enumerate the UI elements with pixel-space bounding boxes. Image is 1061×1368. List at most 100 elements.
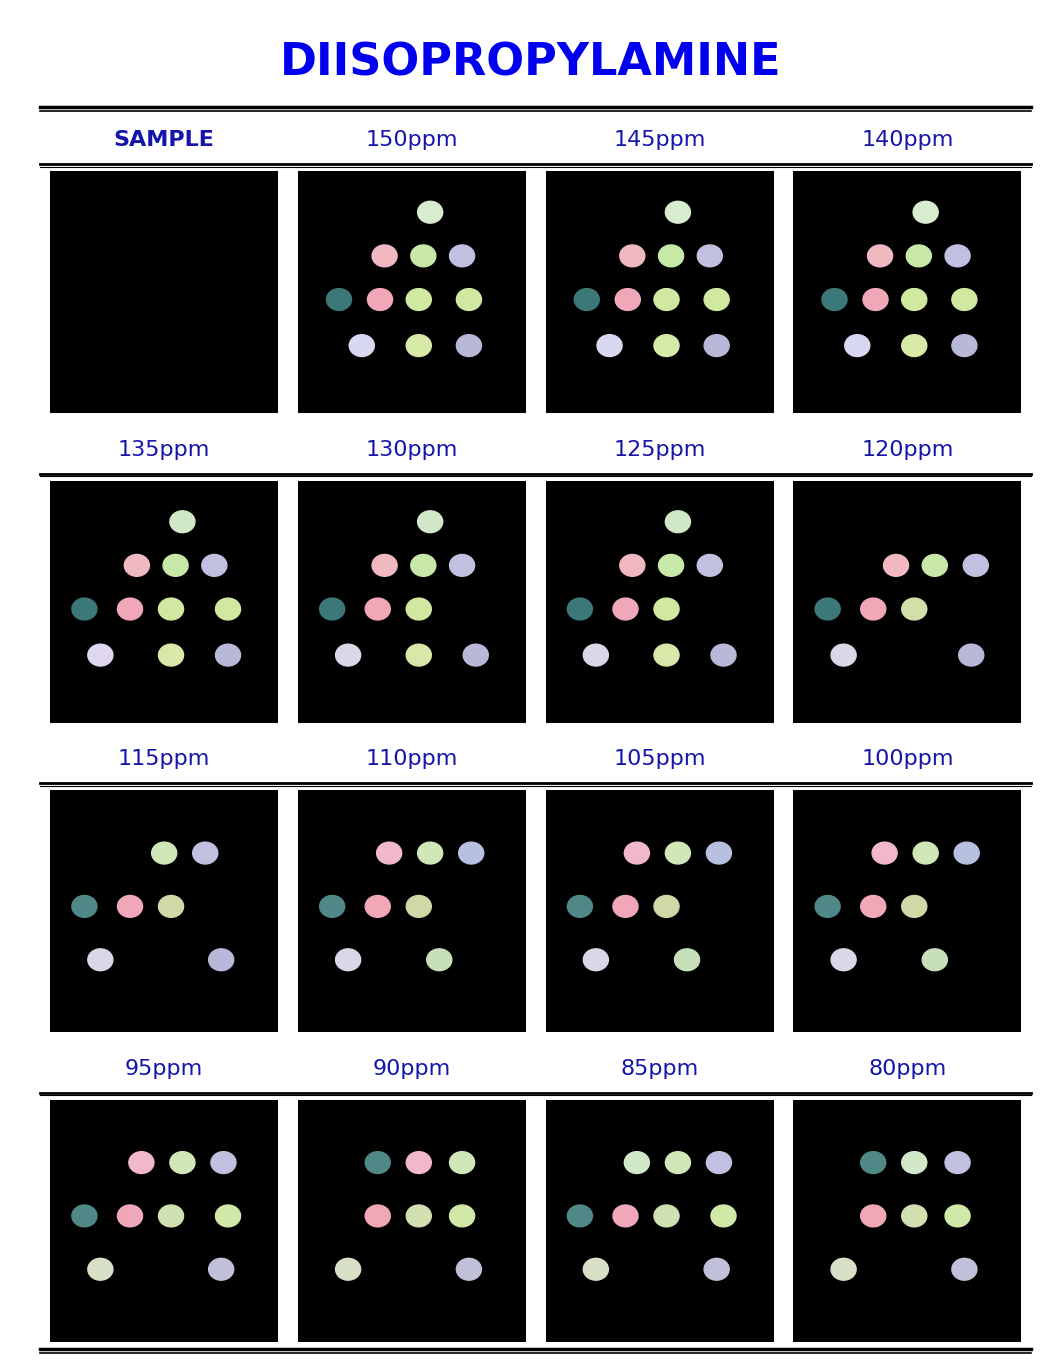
Ellipse shape	[584, 949, 608, 971]
Ellipse shape	[952, 335, 977, 357]
Ellipse shape	[963, 554, 989, 576]
Text: 80ppm: 80ppm	[868, 1059, 946, 1079]
Ellipse shape	[620, 245, 645, 267]
Ellipse shape	[945, 245, 970, 267]
Ellipse shape	[158, 598, 184, 620]
Ellipse shape	[411, 554, 436, 576]
Ellipse shape	[372, 554, 397, 576]
Text: 100ppm: 100ppm	[862, 750, 954, 769]
Ellipse shape	[406, 896, 432, 918]
Ellipse shape	[665, 843, 691, 865]
Ellipse shape	[665, 1152, 691, 1174]
Ellipse shape	[319, 598, 345, 620]
Text: 110ppm: 110ppm	[366, 750, 458, 769]
Ellipse shape	[215, 1205, 241, 1227]
Text: DIISOPROPYLAMINE: DIISOPROPYLAMINE	[280, 41, 781, 85]
Ellipse shape	[327, 289, 351, 311]
Ellipse shape	[365, 598, 390, 620]
Ellipse shape	[202, 554, 227, 576]
Ellipse shape	[158, 896, 184, 918]
Ellipse shape	[952, 289, 977, 311]
Ellipse shape	[211, 1152, 236, 1174]
Text: 125ppm: 125ppm	[613, 439, 706, 460]
Ellipse shape	[659, 245, 683, 267]
Ellipse shape	[372, 245, 397, 267]
Ellipse shape	[568, 896, 592, 918]
Ellipse shape	[914, 201, 938, 223]
Ellipse shape	[72, 896, 97, 918]
Ellipse shape	[707, 1152, 731, 1174]
Ellipse shape	[464, 644, 488, 666]
Ellipse shape	[335, 1259, 361, 1280]
Ellipse shape	[860, 598, 886, 620]
Ellipse shape	[215, 598, 241, 620]
Ellipse shape	[831, 949, 856, 971]
Ellipse shape	[88, 644, 112, 666]
Ellipse shape	[88, 1259, 112, 1280]
Ellipse shape	[568, 1205, 592, 1227]
Ellipse shape	[902, 896, 927, 918]
Ellipse shape	[613, 1205, 638, 1227]
Ellipse shape	[319, 896, 345, 918]
Text: 150ppm: 150ppm	[366, 130, 458, 150]
Ellipse shape	[945, 1152, 970, 1174]
Ellipse shape	[914, 843, 938, 865]
Ellipse shape	[624, 1152, 649, 1174]
Text: SAMPLE: SAMPLE	[114, 130, 214, 150]
Ellipse shape	[163, 554, 188, 576]
Ellipse shape	[659, 554, 683, 576]
Ellipse shape	[860, 896, 886, 918]
Ellipse shape	[902, 1205, 927, 1227]
Ellipse shape	[124, 554, 150, 576]
Ellipse shape	[411, 245, 436, 267]
Ellipse shape	[158, 644, 184, 666]
Ellipse shape	[118, 896, 142, 918]
Ellipse shape	[72, 1205, 97, 1227]
Text: 95ppm: 95ppm	[125, 1059, 204, 1079]
Ellipse shape	[209, 949, 233, 971]
Ellipse shape	[209, 1259, 233, 1280]
Ellipse shape	[450, 1152, 474, 1174]
Ellipse shape	[711, 1205, 736, 1227]
Ellipse shape	[613, 598, 638, 620]
Ellipse shape	[574, 289, 599, 311]
Text: 120ppm: 120ppm	[862, 439, 954, 460]
Ellipse shape	[815, 896, 840, 918]
Ellipse shape	[170, 1152, 195, 1174]
Ellipse shape	[427, 949, 452, 971]
Ellipse shape	[406, 289, 432, 311]
Ellipse shape	[377, 843, 402, 865]
Ellipse shape	[868, 245, 892, 267]
Ellipse shape	[906, 245, 932, 267]
Ellipse shape	[675, 949, 699, 971]
Ellipse shape	[902, 335, 927, 357]
Ellipse shape	[597, 335, 622, 357]
Ellipse shape	[613, 896, 638, 918]
Ellipse shape	[654, 644, 679, 666]
Ellipse shape	[418, 843, 442, 865]
Ellipse shape	[418, 510, 442, 532]
Ellipse shape	[584, 644, 608, 666]
Ellipse shape	[170, 510, 195, 532]
Ellipse shape	[406, 598, 432, 620]
Ellipse shape	[406, 1152, 432, 1174]
Ellipse shape	[902, 598, 927, 620]
Text: 145ppm: 145ppm	[613, 130, 706, 150]
Ellipse shape	[88, 949, 112, 971]
Ellipse shape	[158, 1205, 184, 1227]
Ellipse shape	[584, 1259, 608, 1280]
Text: 135ppm: 135ppm	[118, 439, 210, 460]
Ellipse shape	[665, 510, 691, 532]
Ellipse shape	[654, 598, 679, 620]
Ellipse shape	[406, 1205, 432, 1227]
Ellipse shape	[952, 1259, 977, 1280]
Ellipse shape	[945, 1205, 970, 1227]
Ellipse shape	[450, 554, 474, 576]
Ellipse shape	[615, 289, 640, 311]
Ellipse shape	[665, 201, 691, 223]
Ellipse shape	[365, 896, 390, 918]
Ellipse shape	[365, 1205, 390, 1227]
Ellipse shape	[959, 644, 984, 666]
Ellipse shape	[335, 949, 361, 971]
Ellipse shape	[128, 1152, 154, 1174]
